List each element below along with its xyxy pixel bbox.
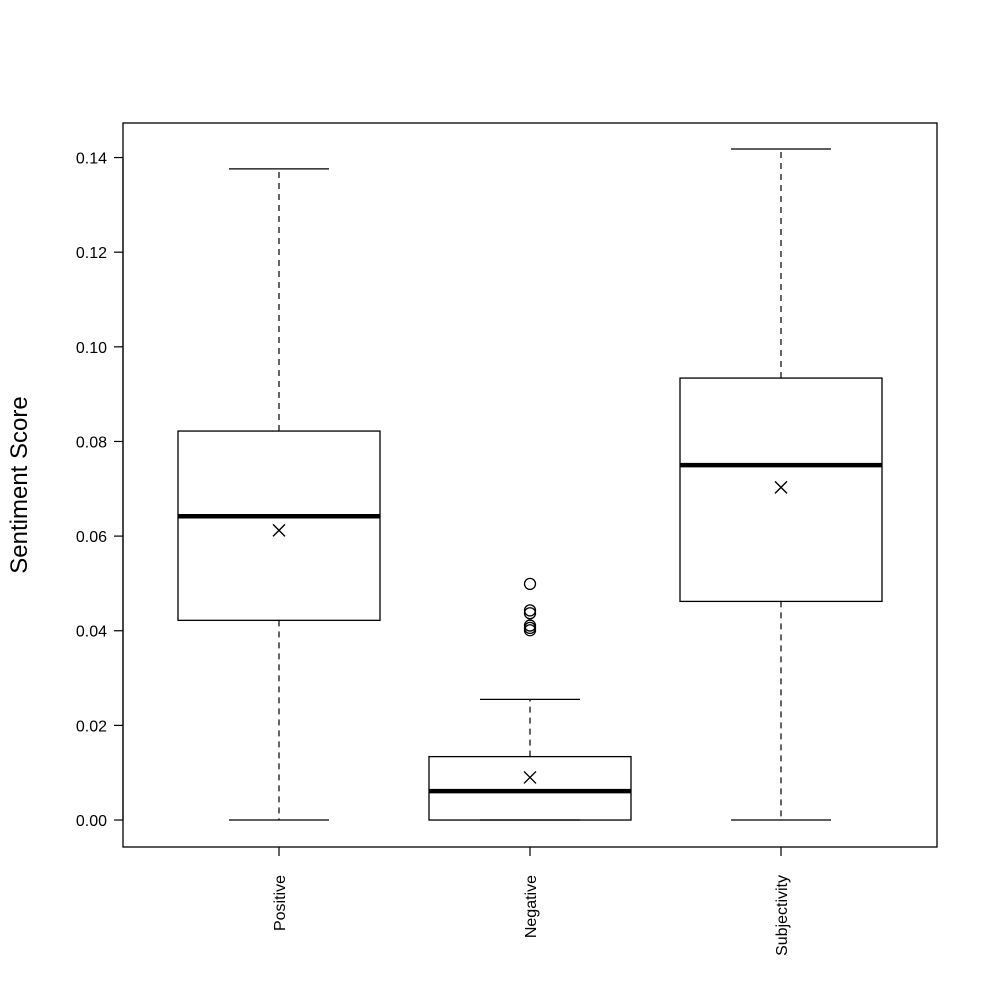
mean-marker-stroke <box>523 770 537 784</box>
mean-marker-stroke <box>272 523 286 537</box>
category-label: Negative <box>523 875 540 938</box>
category-labels: Positive Negative Subjectivity <box>272 847 791 956</box>
y-tick-label: 0.14 <box>76 151 107 168</box>
y-tick-label: 0.10 <box>76 340 107 357</box>
box-rect <box>177 430 381 621</box>
mean-marker <box>774 480 788 494</box>
y-tick-label: 0.08 <box>76 434 107 451</box>
category-label: Positive <box>272 875 289 931</box>
y-tick-label: 0.00 <box>76 813 107 830</box>
box-positive <box>177 168 381 821</box>
outlier-point <box>523 607 537 620</box>
box-group <box>177 148 883 821</box>
y-tick-label: 0.12 <box>76 245 107 262</box>
outlier-point <box>523 604 537 617</box>
y-tick-label: 0.02 <box>76 718 107 735</box>
outlier-point <box>523 621 537 635</box>
outlier-point <box>523 577 537 591</box>
box-negative <box>428 577 632 821</box>
box-rect <box>679 377 883 603</box>
box-rect <box>428 755 632 821</box>
mean-marker-stroke <box>774 480 788 494</box>
outlier-point <box>523 624 537 637</box>
y-axis: 0.00 0.02 0.04 0.06 0.08 0.10 0.12 0.14 <box>76 151 124 830</box>
category-label: Subjectivity <box>774 875 791 956</box>
box-subjectivity <box>679 148 883 821</box>
y-axis-title: Sentiment Score <box>6 396 33 573</box>
mean-marker <box>523 770 537 784</box>
plot-frame <box>122 122 938 848</box>
mean-marker <box>272 523 286 537</box>
y-tick-label: 0.04 <box>76 624 107 641</box>
y-tick-label: 0.06 <box>76 529 107 546</box>
